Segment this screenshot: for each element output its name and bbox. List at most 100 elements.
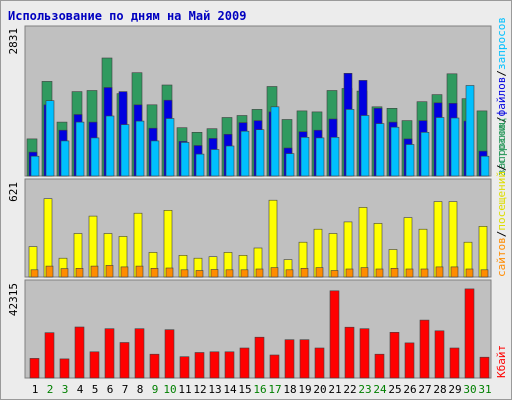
bar-bottom-day2 [44, 332, 55, 379]
bar-top-s2-day14 [225, 145, 235, 177]
bar-middle-s1-day14 [225, 269, 234, 278]
x-label-day14: 14 [223, 383, 237, 396]
x-label-day6: 6 [107, 383, 114, 396]
svg-text:запросов/файлов/запросов: запросов/файлов/запросов [495, 17, 508, 176]
bar-middle-s1-day25 [390, 267, 399, 278]
bar-top-s2-day9 [150, 140, 160, 177]
bar-middle-s1-day31 [480, 269, 489, 278]
bar-middle-s1-day5 [90, 265, 99, 278]
bar-bottom-day1 [29, 358, 40, 379]
bar-top-s2-day11 [180, 142, 190, 177]
bar-bottom-day19 [299, 339, 310, 379]
bar-top-s2-day1 [30, 155, 40, 177]
bar-bottom-day23 [359, 328, 370, 379]
legend-top-pages: запросов [495, 123, 508, 176]
bars [26, 57, 490, 379]
bar-top-s2-day28 [435, 117, 445, 177]
bar-bottom-day17 [269, 354, 280, 379]
bar-top-s2-day17 [270, 106, 280, 177]
legend-middle: сайтов/посещений/страниц [495, 118, 508, 277]
bar-middle-s0-day31 [478, 226, 488, 278]
bar-middle-s1-day2 [45, 265, 54, 278]
x-labels: 1 2 3 4 5 6 7 8 9 10 11 12 13 14 15 16 17 18 19 20 21 22 23 24 2… [32, 383, 492, 396]
bar-bottom-day8 [134, 328, 145, 379]
bar-middle-s1-day13 [210, 269, 219, 278]
y-max-bottom: 42315 [7, 283, 20, 316]
bar-top-s2-day8 [135, 120, 145, 177]
bar-middle-s1-day16 [255, 268, 264, 278]
legend-bottom-kbytes: Кбайт [495, 345, 508, 378]
bar-middle-s1-day28 [435, 266, 444, 278]
x-label-day23: 23 [358, 383, 371, 396]
bar-bottom-day28 [434, 330, 445, 379]
bar-top-s2-day31 [480, 155, 490, 177]
x-label-day29: 29 [448, 383, 461, 396]
bar-top-s2-day24 [375, 123, 385, 177]
bar-top-s2-day15 [240, 130, 250, 177]
bar-middle-s1-day27 [420, 268, 429, 278]
bar-middle-s1-day20 [315, 267, 324, 278]
bar-top-s2-day12 [195, 153, 205, 177]
legend-middle-visits: посещений [495, 171, 508, 231]
bar-top-s2-day30 [465, 85, 475, 177]
bar-bottom-day24 [374, 353, 385, 379]
bar-bottom-day7 [119, 342, 130, 379]
bar-middle-s1-day26 [405, 268, 414, 278]
bar-middle-s1-day15 [240, 269, 249, 278]
legend-middle-sites: сайтов [495, 237, 508, 277]
x-label-day4: 4 [77, 383, 84, 396]
bar-bottom-day6 [104, 328, 115, 379]
bar-bottom-day29 [449, 347, 460, 379]
x-label-day15: 15 [238, 383, 251, 396]
bar-bottom-day31 [479, 356, 490, 379]
bar-middle-s1-day29 [450, 266, 459, 278]
bar-bottom-day20 [314, 347, 325, 379]
bar-top-s2-day21 [330, 137, 340, 177]
bar-bottom-day10 [164, 329, 175, 379]
bar-middle-s1-day19 [300, 267, 309, 278]
bar-top-s2-day4 [75, 121, 85, 177]
bar-top-s2-day26 [405, 144, 415, 177]
x-label-day30: 30 [463, 383, 476, 396]
x-label-day13: 13 [208, 383, 221, 396]
bar-middle-s1-day4 [75, 267, 84, 278]
y-max-top: 2831 [7, 28, 20, 55]
bar-top-s2-day27 [420, 132, 430, 177]
x-label-day8: 8 [137, 383, 144, 396]
bar-bottom-day30 [464, 288, 475, 379]
bar-top-s2-day22 [345, 109, 355, 177]
bar-middle-s1-day8 [135, 265, 144, 278]
x-label-day3: 3 [62, 383, 69, 396]
bar-bottom-day25 [389, 331, 400, 379]
legend-top: запросов/файлов/запросов [495, 17, 508, 176]
x-label-day21: 21 [328, 383, 341, 396]
bar-top-s2-day3 [60, 140, 70, 177]
bar-middle-s1-day3 [60, 268, 69, 278]
bar-middle-s1-day7 [120, 266, 129, 278]
bar-bottom-day16 [254, 336, 265, 379]
bar-middle-s1-day6 [105, 265, 114, 278]
bar-middle-s1-day12 [195, 270, 204, 278]
bar-top-s2-day19 [300, 137, 310, 177]
bar-middle-s1-day1 [30, 269, 39, 278]
bar-bottom-day27 [419, 319, 430, 379]
bar-middle-s0-day29 [448, 201, 458, 278]
bar-middle-s0-day23 [358, 207, 368, 278]
x-label-day19: 19 [298, 383, 311, 396]
bar-top-s2-day6 [105, 115, 115, 177]
bar-top-s2-day16 [255, 129, 265, 177]
bar-bottom-day11 [179, 356, 190, 379]
bar-top-s2-day18 [285, 153, 295, 177]
bar-bottom-day13 [209, 351, 220, 379]
x-label-day18: 18 [283, 383, 296, 396]
bar-top-s2-day23 [360, 115, 370, 177]
legend-top-files: файлов [495, 77, 508, 117]
bar-top-s2-day25 [390, 126, 400, 177]
bar-middle-s1-day22 [345, 268, 354, 278]
bar-bottom-day4 [74, 326, 85, 379]
x-label-day17: 17 [268, 383, 281, 396]
bar-middle-s1-day23 [360, 267, 369, 278]
legend-middle-sep1: / [495, 231, 508, 238]
